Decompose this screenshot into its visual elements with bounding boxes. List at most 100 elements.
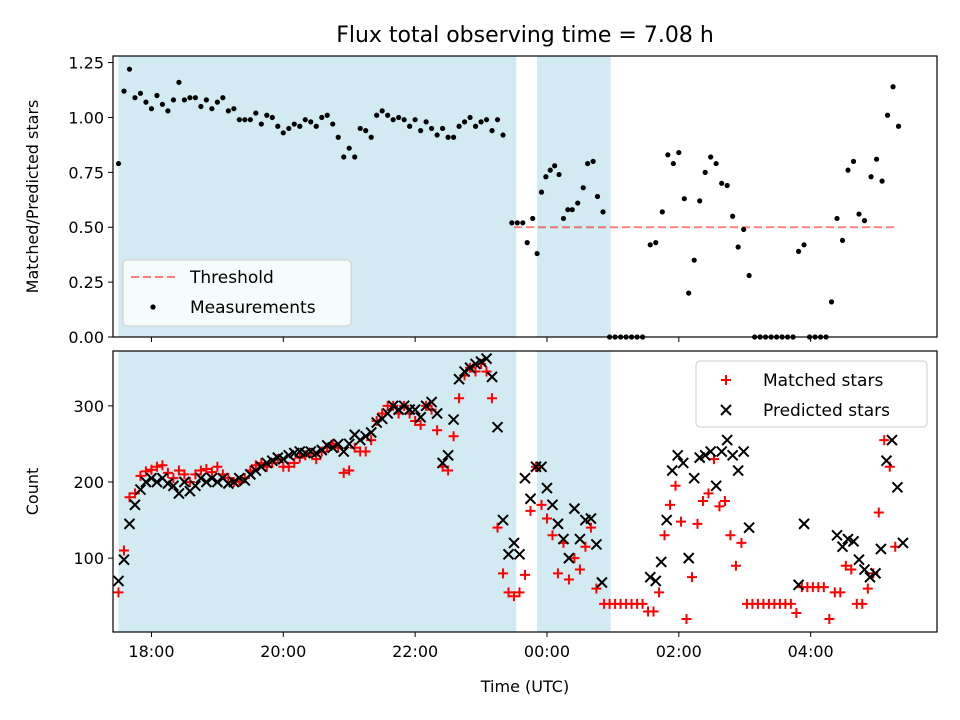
top-point-1-142 bbox=[884, 112, 891, 118]
bottom-point-1-74 bbox=[514, 587, 525, 598]
bottom-point-1-34 bbox=[294, 452, 305, 463]
top-point-1-66 bbox=[472, 123, 479, 129]
bottom-point-1-137 bbox=[862, 583, 873, 594]
top-point-1-14 bbox=[187, 95, 193, 101]
bottom-point-2-57 bbox=[420, 400, 432, 412]
bottom-point-1-101 bbox=[665, 499, 676, 510]
top-point-1-74 bbox=[520, 220, 526, 226]
bottom-point-1-71 bbox=[498, 568, 509, 579]
bottom-point-1-102 bbox=[670, 480, 681, 491]
bottom-point-2-13 bbox=[178, 476, 191, 488]
top-point-1-83 bbox=[560, 215, 567, 222]
bottom-point-2-97 bbox=[682, 552, 695, 564]
top-point-1-135 bbox=[845, 167, 851, 173]
top-point-1-62 bbox=[450, 134, 457, 140]
top-point-1-71 bbox=[500, 132, 506, 138]
bottom-point-1-111 bbox=[719, 496, 730, 507]
bottom-point-2-104 bbox=[721, 434, 733, 446]
bottom-point-2-121 bbox=[886, 434, 898, 446]
bottom-xtick-label-2: 20:00 bbox=[260, 642, 306, 661]
top-point-1-87 bbox=[580, 185, 586, 191]
bottom-axes-frame bbox=[112, 350, 938, 633]
bottom-point-2-45 bbox=[354, 434, 366, 446]
bottom-shaded-span-1 bbox=[118, 351, 517, 632]
bottom-point-2-58 bbox=[425, 396, 438, 408]
bottom-point-2-19 bbox=[211, 476, 224, 488]
top-point-1-80 bbox=[547, 167, 553, 173]
top-point-1-6 bbox=[143, 99, 149, 105]
top-point-1-132 bbox=[828, 299, 835, 305]
bottom-point-1-83 bbox=[563, 574, 574, 585]
top-point-1-109 bbox=[702, 169, 708, 175]
top-point-1-86 bbox=[575, 200, 581, 206]
bottom-point-1-68 bbox=[481, 366, 492, 377]
bottom-point-2-52 bbox=[392, 403, 405, 416]
top-point-1-45 bbox=[357, 125, 363, 132]
bottom-point-2-122 bbox=[891, 481, 904, 494]
bottom-point-1-80 bbox=[547, 530, 558, 541]
bottom-point-2-16 bbox=[195, 472, 207, 484]
bottom-point-1-11 bbox=[168, 473, 179, 484]
top-point-1-39 bbox=[324, 112, 330, 118]
top-point-1-11 bbox=[170, 97, 177, 103]
top-panel-matched-predicted-ratio: 0.00 0.25 0.50 0.75 1.00 1.25 Matched/Predicte… bbox=[23, 54, 938, 347]
bottom-point-1-12 bbox=[173, 465, 184, 476]
top-point-1-100 bbox=[653, 240, 659, 246]
bottom-point-1-112 bbox=[725, 530, 736, 541]
bottom-point-2-101 bbox=[704, 445, 717, 458]
bottom-point-2-56 bbox=[414, 411, 427, 423]
bottom-shaded-span-2 bbox=[537, 351, 611, 632]
top-point-1-140 bbox=[873, 156, 880, 162]
bottom-point-2-40 bbox=[327, 442, 339, 454]
bottom-point-1-88 bbox=[591, 583, 602, 594]
top-ylabel: Matched/Predicted stars bbox=[23, 100, 42, 294]
top-point-1-77 bbox=[534, 250, 540, 257]
bottom-point-1-113 bbox=[730, 560, 741, 571]
top-point-1-126 bbox=[795, 248, 802, 254]
bottom-point-1-49 bbox=[377, 408, 388, 419]
bottom-point-1-42 bbox=[338, 467, 349, 478]
top-point-1-105 bbox=[681, 196, 687, 202]
top-ytick-label-4: 0.75 bbox=[68, 163, 104, 182]
bottom-xtick-label-5: 02:00 bbox=[656, 642, 702, 661]
top-point-1-139 bbox=[868, 174, 874, 180]
top-ytick-label-6: 1.25 bbox=[68, 54, 104, 73]
bottom-point-2-110 bbox=[798, 518, 810, 530]
bottom-point-2-1 bbox=[112, 575, 125, 587]
bottom-point-2-71 bbox=[497, 514, 509, 526]
bottom-xtick-label-4: 00:00 bbox=[524, 642, 570, 661]
bottom-point-1-7 bbox=[146, 464, 157, 475]
bottom-point-2-83 bbox=[563, 552, 575, 564]
bottom-point-2-123 bbox=[897, 537, 909, 549]
bottom-point-2-106 bbox=[732, 464, 744, 477]
top-point-1-133 bbox=[834, 215, 840, 222]
bottom-point-2-96 bbox=[677, 457, 689, 469]
bottom-xtick-label-3: 22:00 bbox=[392, 642, 438, 661]
bottom-point-2-22 bbox=[228, 476, 240, 488]
bottom-point-2-95 bbox=[672, 449, 684, 462]
top-point-1-51 bbox=[390, 117, 396, 123]
bottom-point-1-108 bbox=[703, 488, 714, 499]
top-point-1-112 bbox=[719, 180, 725, 186]
bottom-point-2-53 bbox=[398, 400, 410, 412]
top-point-1-138 bbox=[861, 218, 868, 224]
bottom-point-1-56 bbox=[415, 419, 426, 430]
bottom-point-2-7 bbox=[145, 472, 158, 484]
top-point-1-99 bbox=[647, 242, 653, 248]
top-point-1-70 bbox=[494, 117, 501, 123]
bottom-point-2-107 bbox=[737, 445, 750, 458]
top-point-1-72 bbox=[509, 220, 515, 226]
top-point-1-111 bbox=[713, 160, 719, 167]
legend-matched-swatch bbox=[721, 375, 731, 385]
bottom-point-2-119 bbox=[875, 543, 887, 555]
top-point-1-106 bbox=[686, 290, 692, 296]
top-point-1-108 bbox=[697, 198, 703, 204]
top-point-1-40 bbox=[330, 121, 336, 127]
top-point-1-3 bbox=[126, 66, 133, 72]
legend-matched-label: Matched stars bbox=[763, 371, 883, 391]
top-point-1-67 bbox=[478, 119, 484, 125]
bottom-ytick-label-1: 100 bbox=[73, 549, 104, 568]
bottom-point-1-72 bbox=[503, 587, 514, 598]
top-point-1-144 bbox=[895, 123, 902, 129]
top-point-1-85 bbox=[569, 207, 575, 213]
